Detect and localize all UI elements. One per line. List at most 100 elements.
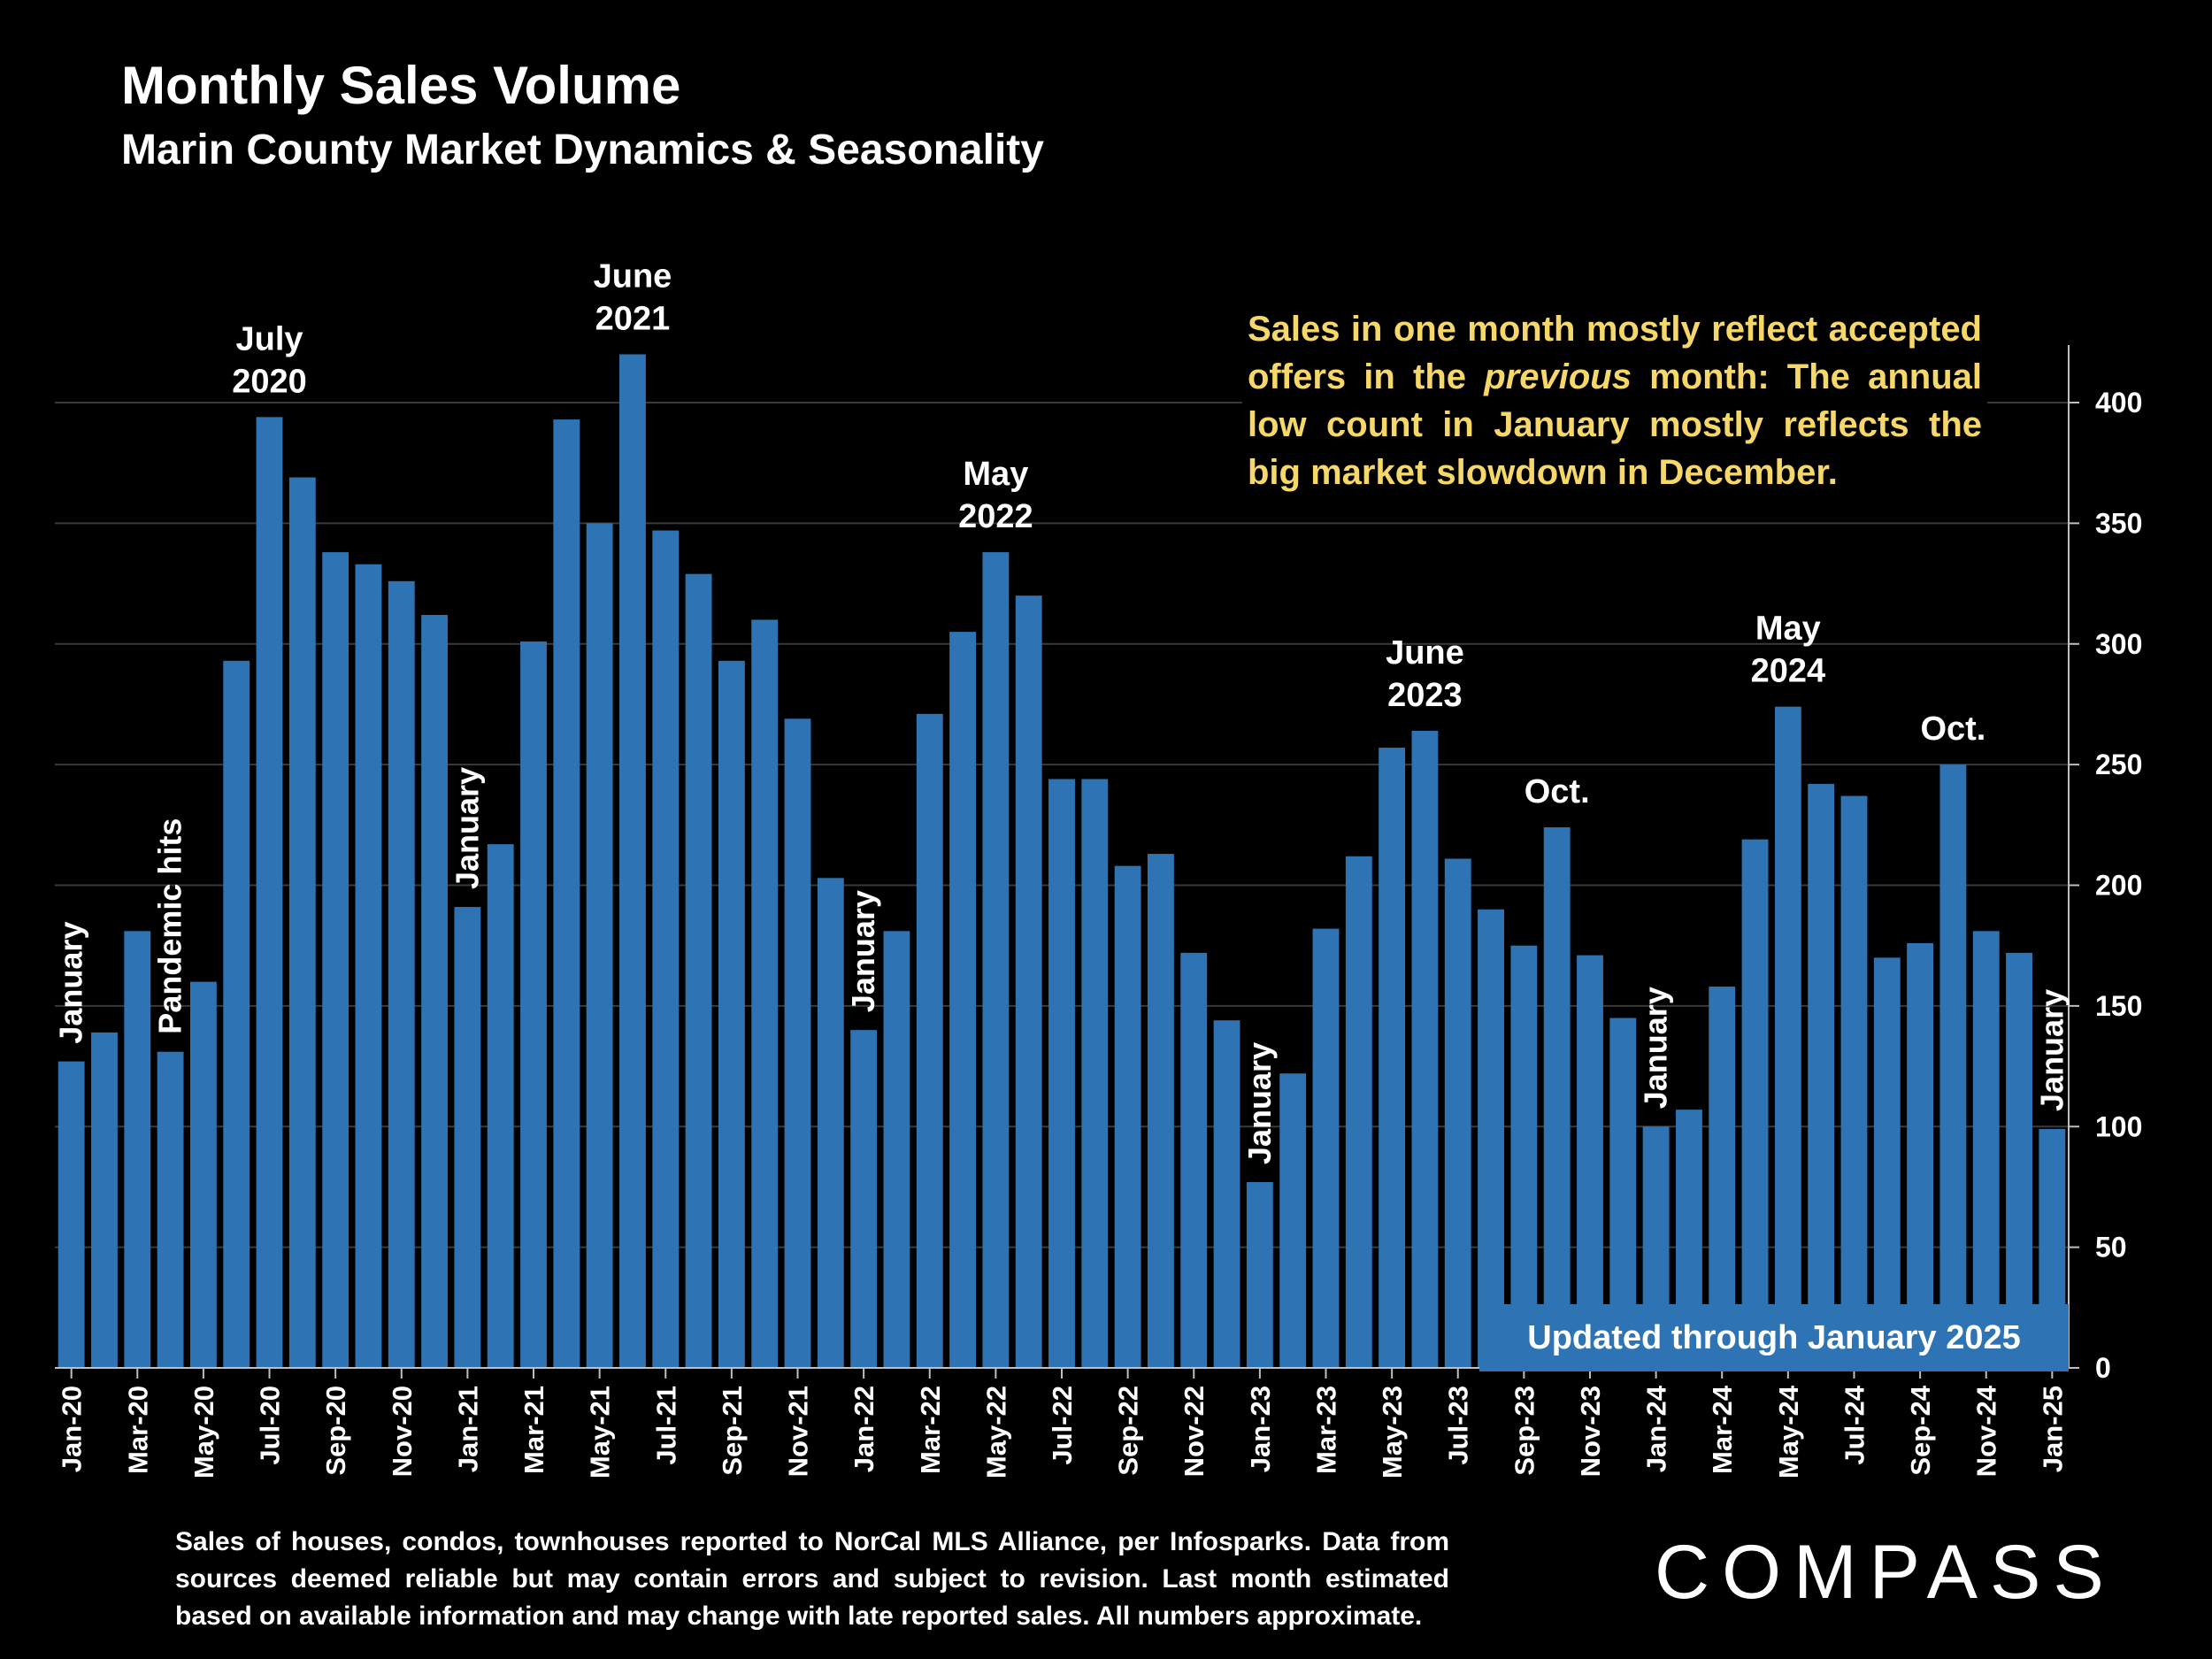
x-tick-label: Jan-23 xyxy=(1245,1386,1276,1472)
compass-logo: COMPASS xyxy=(1655,1530,2116,1615)
annotation-label: Oct. xyxy=(1525,773,1590,810)
annotation-label: May xyxy=(963,456,1028,493)
bar-Oct-24 xyxy=(1939,764,1967,1368)
bar-Nov-24 xyxy=(1972,931,2000,1368)
bar-Jun-24 xyxy=(1808,783,1835,1368)
bar-Aug-22 xyxy=(1081,779,1109,1368)
bar-Nov-21 xyxy=(784,718,811,1368)
x-tick-label: Jul-20 xyxy=(255,1386,286,1465)
bar-Dec-24 xyxy=(2006,952,2032,1368)
bar-Apr-22 xyxy=(949,632,976,1368)
chart-subtitle: Marin County Market Dynamics & Seasonali… xyxy=(121,127,1044,173)
annotation-label: 2020 xyxy=(232,363,307,400)
bar-Mar-20 xyxy=(124,931,151,1368)
annotation-label: Oct. xyxy=(1920,710,1985,748)
bar-Apr-24 xyxy=(1741,839,1769,1368)
annotation-label: January xyxy=(1638,987,1674,1109)
bar-Sep-22 xyxy=(1114,865,1141,1368)
bar-Dec-21 xyxy=(817,878,844,1368)
bar-Feb-20 xyxy=(91,1032,118,1368)
x-tick-label: May-24 xyxy=(1773,1385,1804,1479)
x-tick-label: Sep-21 xyxy=(717,1386,748,1476)
x-tick-label: Jan-20 xyxy=(57,1386,88,1472)
x-tick-label: Mar-20 xyxy=(122,1386,153,1474)
y-tick-label: 250 xyxy=(2095,749,2142,780)
bar-May-22 xyxy=(982,552,1010,1368)
bar-Feb-21 xyxy=(487,844,514,1368)
bar-Mar-21 xyxy=(520,641,547,1368)
bar-Jul-22 xyxy=(1048,779,1075,1368)
annotation-label: January xyxy=(845,890,881,1012)
bar-May-24 xyxy=(1774,706,1801,1368)
x-tick-label: May-23 xyxy=(1377,1386,1408,1479)
bar-May-20 xyxy=(189,981,217,1368)
x-tick-label: Mar-22 xyxy=(915,1386,946,1474)
x-tick-label: May-21 xyxy=(585,1386,616,1479)
annotation-label: January xyxy=(1241,1042,1278,1164)
bar-May-21 xyxy=(586,523,613,1368)
bar-Sep-23 xyxy=(1510,945,1538,1368)
bar-Jun-20 xyxy=(223,660,250,1368)
x-tick-label: Nov-21 xyxy=(783,1386,814,1477)
x-tick-label: Sep-22 xyxy=(1113,1386,1144,1476)
x-tick-label: Nov-24 xyxy=(1971,1385,2002,1477)
bar-Jan-23 xyxy=(1246,1181,1273,1368)
x-tick-label: Mar-23 xyxy=(1310,1386,1341,1474)
bar-Oct-21 xyxy=(751,619,779,1368)
bar-Aug-20 xyxy=(288,477,316,1368)
bar-Feb-23 xyxy=(1279,1073,1307,1368)
x-tick-label: Jan-22 xyxy=(849,1386,879,1472)
annotation-note: Sales in one month mostly reflect accept… xyxy=(1242,305,1987,496)
chart-title: Monthly Sales Volume xyxy=(121,56,681,115)
bar-May-23 xyxy=(1379,748,1406,1368)
bar-Nov-20 xyxy=(388,580,415,1368)
annotation-label: July xyxy=(236,320,303,357)
annotation-label: January xyxy=(449,767,485,889)
bar-Dec-22 xyxy=(1213,1020,1240,1368)
bar-Feb-22 xyxy=(883,931,910,1368)
bar-Mar-22 xyxy=(916,713,943,1368)
y-tick-label: 100 xyxy=(2095,1110,2142,1142)
source-footnote: Sales of houses, condos, townhouses repo… xyxy=(175,1527,1449,1631)
annotation-label: May xyxy=(1755,611,1821,648)
bar-Nov-22 xyxy=(1180,952,1208,1368)
x-tick-label: Jul-22 xyxy=(1047,1386,1078,1465)
annotation-label: June xyxy=(594,257,672,295)
bar-Jun-23 xyxy=(1411,730,1439,1368)
note-emphasis: previous xyxy=(1484,357,1632,396)
y-tick-label: 50 xyxy=(2095,1232,2127,1263)
bar-Jan-21 xyxy=(454,907,481,1368)
bar-Jan-20 xyxy=(58,1061,85,1368)
x-tick-label: Jul-24 xyxy=(1839,1385,1870,1464)
bar-Aug-21 xyxy=(685,573,712,1368)
y-tick-label: 350 xyxy=(2095,507,2142,539)
x-tick-label: Nov-22 xyxy=(1179,1386,1210,1477)
y-tick-label: 0 xyxy=(2095,1352,2111,1384)
bar-Apr-20 xyxy=(157,1051,184,1368)
bar-Aug-24 xyxy=(1873,957,1901,1368)
bar-Apr-23 xyxy=(1345,856,1372,1368)
bar-Jul-21 xyxy=(652,530,680,1368)
bar-Apr-21 xyxy=(553,419,580,1368)
annotation-label: Pandemic hits xyxy=(152,818,188,1034)
x-tick-label: Nov-20 xyxy=(387,1386,418,1477)
note-text-part1: Sales in one month mostly reflect accept… xyxy=(1248,310,1982,396)
annotation-label: June xyxy=(1386,634,1464,672)
bar-Oct-23 xyxy=(1543,827,1571,1368)
x-tick-label: May-22 xyxy=(980,1386,1011,1479)
x-tick-label: Sep-23 xyxy=(1509,1386,1540,1476)
x-tick-label: Sep-20 xyxy=(320,1386,351,1476)
x-tick-label: Jan-21 xyxy=(452,1386,483,1472)
annotation-label: 2023 xyxy=(1387,677,1463,714)
bar-Jun-22 xyxy=(1015,595,1042,1368)
bar-Jun-21 xyxy=(619,354,646,1369)
y-tick-label: 200 xyxy=(2095,870,2142,902)
bar-Jan-22 xyxy=(850,1030,878,1368)
bar-Jul-20 xyxy=(256,417,283,1368)
bar-Nov-23 xyxy=(1577,955,1603,1368)
x-tick-label: May-20 xyxy=(188,1386,219,1479)
x-tick-label: Jan-24 xyxy=(1641,1385,1672,1472)
annotation-label: 2022 xyxy=(958,498,1033,535)
x-tick-label: Jan-25 xyxy=(2037,1386,2068,1472)
